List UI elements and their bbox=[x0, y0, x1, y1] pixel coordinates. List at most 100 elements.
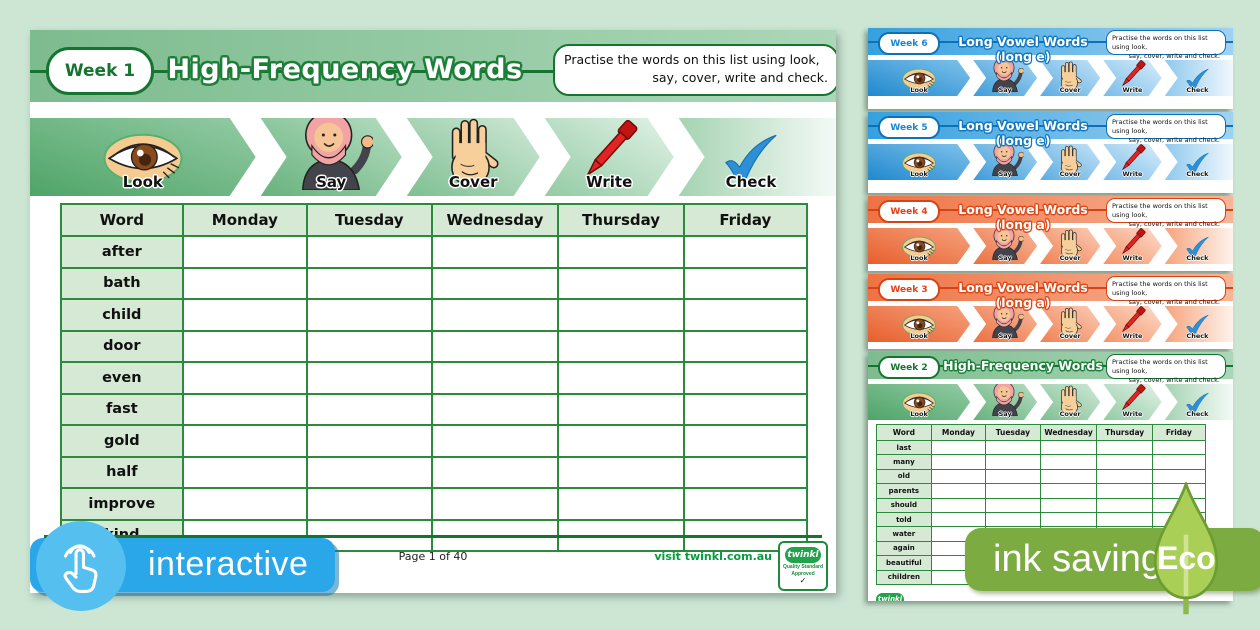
table-row: many bbox=[876, 454, 1207, 470]
step-segment-cover: Cover bbox=[1040, 228, 1100, 264]
table-row: improve bbox=[60, 487, 809, 521]
column-header: Friday bbox=[1151, 424, 1207, 441]
practice-cell[interactable] bbox=[306, 266, 433, 300]
practice-cell[interactable] bbox=[430, 392, 560, 426]
practice-cell[interactable] bbox=[306, 329, 433, 363]
step-segment-write: Write bbox=[1103, 384, 1161, 420]
practice-cell[interactable] bbox=[682, 455, 809, 489]
practice-cell[interactable] bbox=[181, 455, 309, 489]
stacked-page-week-4[interactable]: Week 4 Long Vowel Words (long a) Practis… bbox=[868, 196, 1233, 271]
practice-cell[interactable] bbox=[430, 235, 560, 269]
practice-cell[interactable] bbox=[306, 424, 433, 458]
practice-cell[interactable] bbox=[557, 424, 685, 458]
practice-cell[interactable] bbox=[430, 361, 560, 395]
practice-cell[interactable] bbox=[682, 424, 809, 458]
header-rule bbox=[868, 209, 1233, 211]
step-segment-look: Look bbox=[868, 144, 970, 180]
practice-cell[interactable] bbox=[682, 235, 809, 269]
practice-cell[interactable] bbox=[682, 329, 809, 363]
word-cell: gold bbox=[60, 424, 184, 458]
practice-cell[interactable] bbox=[430, 455, 560, 489]
page-title: Long Vowel Words (long a) bbox=[958, 280, 1088, 310]
step-segment-say: Say bbox=[261, 118, 402, 196]
header-rule bbox=[30, 70, 836, 73]
step-segment-cover: Cover bbox=[1040, 384, 1100, 420]
stacked-page-week-6[interactable]: Week 6 Long Vowel Words (long e) Practis… bbox=[868, 28, 1233, 109]
practice-cell[interactable] bbox=[682, 487, 809, 521]
step-segment-say: Say bbox=[973, 384, 1037, 420]
practice-cell[interactable] bbox=[181, 424, 309, 458]
stacked-page-week-5[interactable]: Week 5 Long Vowel Words (long e) Practis… bbox=[868, 112, 1233, 193]
practice-cell[interactable] bbox=[306, 361, 433, 395]
practice-cell[interactable] bbox=[306, 455, 433, 489]
practice-cell[interactable] bbox=[682, 361, 809, 395]
word-cell: fast bbox=[60, 392, 184, 426]
practice-cell[interactable] bbox=[430, 298, 560, 332]
steps-banner: Look Say Cover Write Check bbox=[868, 60, 1233, 96]
table-row: parents bbox=[876, 483, 1207, 499]
step-label: Cover bbox=[1059, 86, 1081, 94]
practice-cell bbox=[930, 468, 987, 485]
column-header: Word bbox=[876, 424, 932, 441]
tap-circle bbox=[36, 521, 126, 611]
page-title: Long Vowel Words (long e) bbox=[958, 34, 1088, 64]
practice-cell[interactable] bbox=[557, 235, 685, 269]
practice-cell[interactable] bbox=[181, 329, 309, 363]
word-cell: after bbox=[60, 235, 184, 269]
step-label: Check bbox=[1186, 170, 1209, 178]
practice-cell[interactable] bbox=[557, 298, 685, 332]
practice-cell[interactable] bbox=[181, 392, 309, 426]
header-rule bbox=[868, 365, 1233, 367]
practice-cell bbox=[1151, 439, 1207, 456]
week-badge-label: Week 2 bbox=[890, 362, 928, 373]
practice-cell[interactable] bbox=[181, 361, 309, 395]
practice-cell[interactable] bbox=[682, 298, 809, 332]
practice-cell bbox=[1096, 468, 1153, 485]
practice-cell[interactable] bbox=[557, 266, 685, 300]
steps-banner: Look Say Cover Write Check bbox=[868, 384, 1233, 420]
practice-cell[interactable] bbox=[181, 298, 309, 332]
twinkl-link[interactable]: visit twinkl.com.au bbox=[654, 550, 772, 563]
stacked-page-week-3[interactable]: Week 3 Long Vowel Words (long a) Practis… bbox=[868, 274, 1233, 349]
practice-cell[interactable] bbox=[557, 392, 685, 426]
practice-cell bbox=[985, 454, 1041, 470]
step-segment-cover: Cover bbox=[407, 118, 540, 196]
step-label: Say bbox=[998, 86, 1012, 94]
column-header: Wednesday bbox=[430, 203, 560, 237]
tap-hand-icon bbox=[50, 535, 112, 597]
practice-cell[interactable] bbox=[682, 266, 809, 300]
practice-cell[interactable] bbox=[557, 329, 685, 363]
step-segment-check: Check bbox=[1164, 144, 1233, 180]
word-cell: old bbox=[876, 468, 932, 485]
practice-cell bbox=[1151, 454, 1207, 470]
step-segment-write: Write bbox=[1103, 144, 1161, 180]
week-badge-label: Week 1 bbox=[64, 61, 136, 81]
step-segment-write: Write bbox=[545, 118, 674, 196]
practice-cell[interactable] bbox=[306, 487, 433, 521]
practice-cell[interactable] bbox=[306, 298, 433, 332]
practice-cell[interactable] bbox=[682, 392, 809, 426]
practice-cell bbox=[1039, 468, 1098, 485]
step-segment-say: Say bbox=[973, 228, 1037, 264]
practice-cell[interactable] bbox=[306, 392, 433, 426]
practice-cell bbox=[1039, 511, 1098, 528]
practice-cell bbox=[1039, 454, 1098, 470]
practice-cell[interactable] bbox=[430, 329, 560, 363]
page-title: High-Frequency Words bbox=[943, 358, 1103, 373]
step-label: Look bbox=[910, 86, 928, 94]
practice-cell[interactable] bbox=[557, 361, 685, 395]
practice-cell[interactable] bbox=[306, 235, 433, 269]
week-badge-label: Week 4 bbox=[890, 206, 928, 217]
practice-cell bbox=[1096, 454, 1153, 470]
practice-cell[interactable] bbox=[181, 487, 309, 521]
table-row: last bbox=[876, 439, 1207, 456]
practice-cell[interactable] bbox=[181, 235, 309, 269]
practice-cell bbox=[930, 483, 987, 499]
practice-cell[interactable] bbox=[430, 487, 560, 521]
page-title: Long Vowel Words (long a) bbox=[958, 202, 1088, 232]
practice-cell[interactable] bbox=[430, 266, 560, 300]
practice-cell[interactable] bbox=[557, 487, 685, 521]
practice-cell[interactable] bbox=[557, 455, 685, 489]
practice-cell[interactable] bbox=[430, 424, 560, 458]
practice-cell[interactable] bbox=[181, 266, 309, 300]
